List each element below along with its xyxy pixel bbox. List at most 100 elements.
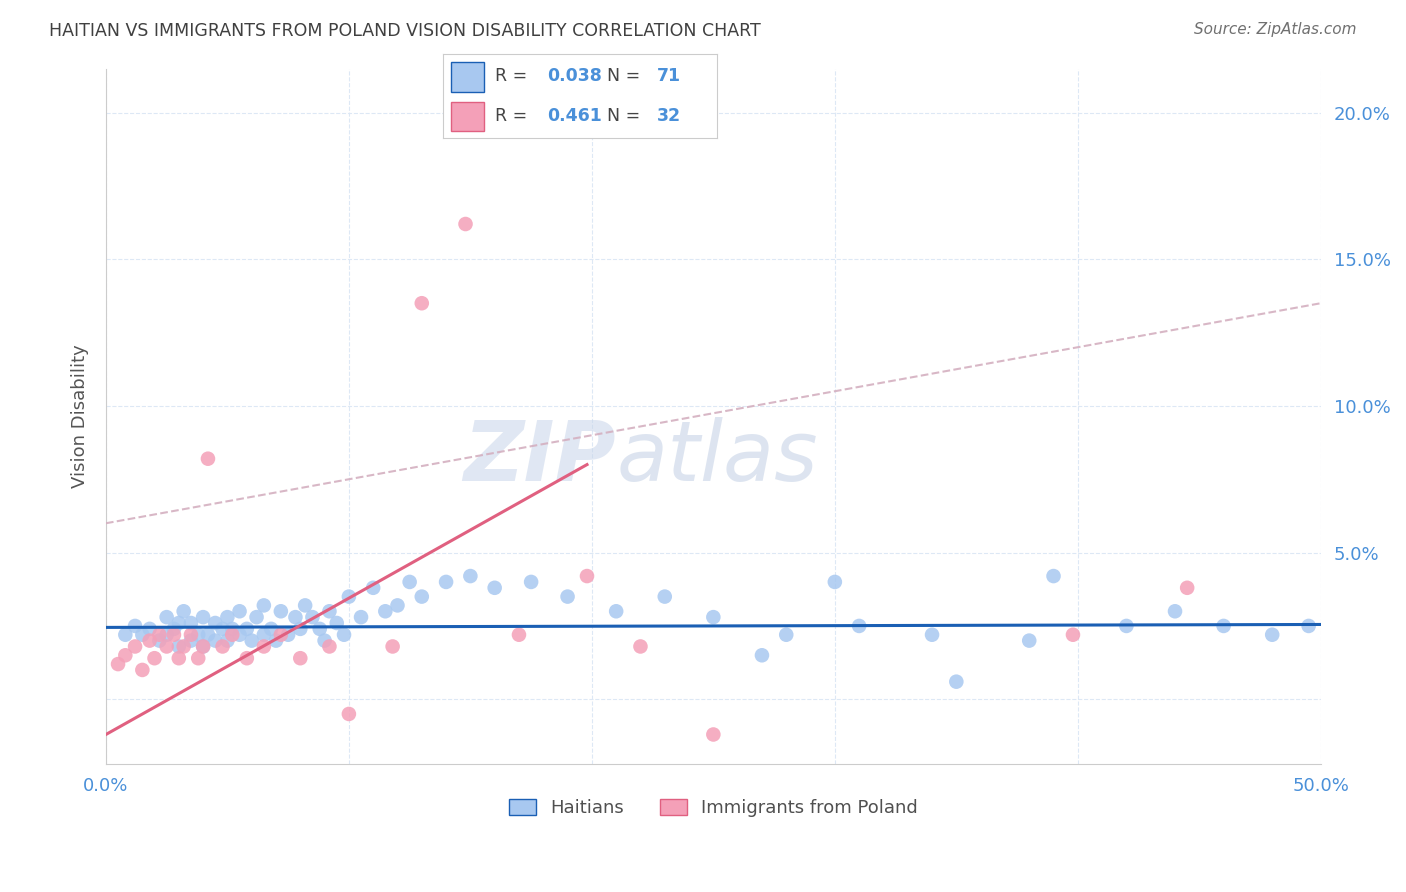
Point: [138, 622, 160, 636]
Point: [114, 648, 136, 663]
Point: [270, 604, 292, 618]
Point: [204, 615, 226, 630]
Point: [270, 628, 292, 642]
Point: [180, 615, 202, 630]
Point: [630, 640, 652, 654]
Text: HAITIAN VS IMMIGRANTS FROM POLAND VISION DISABILITY CORRELATION CHART: HAITIAN VS IMMIGRANTS FROM POLAND VISION…: [49, 22, 761, 40]
Point: [294, 599, 316, 613]
Point: [240, 633, 263, 648]
Text: N =: N =: [607, 68, 647, 86]
Point: [228, 628, 250, 642]
Point: [124, 619, 146, 633]
Point: [211, 640, 233, 654]
Point: [326, 615, 349, 630]
Point: [221, 622, 243, 636]
Point: [381, 640, 404, 654]
Point: [314, 633, 336, 648]
Point: [264, 633, 287, 648]
Point: [775, 628, 797, 642]
Text: ZIP: ZIP: [464, 417, 616, 499]
Point: [277, 628, 299, 642]
Point: [1164, 604, 1187, 618]
Point: [308, 622, 330, 636]
Point: [411, 296, 433, 310]
Point: [945, 674, 967, 689]
Point: [284, 610, 307, 624]
FancyBboxPatch shape: [451, 102, 484, 131]
Text: 0.461: 0.461: [547, 107, 602, 125]
Point: [387, 599, 409, 613]
Point: [318, 604, 340, 618]
Point: [180, 628, 202, 642]
Point: [191, 640, 214, 654]
Point: [143, 651, 166, 665]
Point: [156, 628, 179, 642]
Point: [197, 628, 219, 642]
Point: [337, 706, 360, 721]
Point: [191, 640, 214, 654]
Text: atlas: atlas: [616, 417, 818, 499]
Point: [921, 628, 943, 642]
Point: [217, 610, 239, 624]
Point: [173, 640, 195, 654]
Y-axis label: Vision Disability: Vision Disability: [72, 344, 89, 488]
Text: R =: R =: [495, 68, 533, 86]
Point: [350, 610, 373, 624]
Point: [484, 581, 506, 595]
Point: [1018, 633, 1040, 648]
Point: [173, 604, 195, 618]
Point: [337, 590, 360, 604]
Point: [398, 574, 420, 589]
Point: [156, 610, 179, 624]
Point: [576, 569, 599, 583]
Point: [1298, 619, 1320, 633]
Point: [434, 574, 457, 589]
Point: [260, 622, 283, 636]
Point: [211, 622, 233, 636]
Point: [131, 663, 153, 677]
Point: [1062, 628, 1084, 642]
Point: [131, 628, 153, 642]
Point: [221, 628, 243, 642]
FancyBboxPatch shape: [451, 62, 484, 92]
Point: [197, 451, 219, 466]
Text: 32: 32: [657, 107, 681, 125]
Point: [167, 615, 190, 630]
Point: [702, 727, 724, 741]
Point: [228, 604, 250, 618]
Point: [253, 599, 276, 613]
Text: 71: 71: [657, 68, 681, 86]
Point: [290, 622, 312, 636]
Point: [191, 610, 214, 624]
Text: R =: R =: [495, 107, 533, 125]
Point: [361, 581, 384, 595]
Point: [508, 628, 530, 642]
Point: [411, 590, 433, 604]
Text: 0.038: 0.038: [547, 68, 602, 86]
Point: [245, 610, 267, 624]
Point: [374, 604, 396, 618]
Point: [520, 574, 543, 589]
Point: [454, 217, 477, 231]
Point: [1042, 569, 1064, 583]
Point: [1115, 619, 1137, 633]
Point: [848, 619, 870, 633]
Point: [290, 651, 312, 665]
Point: [187, 628, 209, 642]
Point: [167, 640, 190, 654]
Point: [333, 628, 356, 642]
Text: Source: ZipAtlas.com: Source: ZipAtlas.com: [1194, 22, 1357, 37]
Point: [204, 633, 226, 648]
Point: [702, 610, 724, 624]
Point: [605, 604, 627, 618]
Point: [217, 633, 239, 648]
Point: [1261, 628, 1284, 642]
Point: [654, 590, 676, 604]
Point: [156, 640, 179, 654]
Point: [148, 628, 170, 642]
Point: [114, 628, 136, 642]
Point: [824, 574, 846, 589]
Text: N =: N =: [607, 107, 647, 125]
Point: [1175, 581, 1198, 595]
Legend: Haitians, Immigrants from Poland: Haitians, Immigrants from Poland: [502, 791, 925, 824]
